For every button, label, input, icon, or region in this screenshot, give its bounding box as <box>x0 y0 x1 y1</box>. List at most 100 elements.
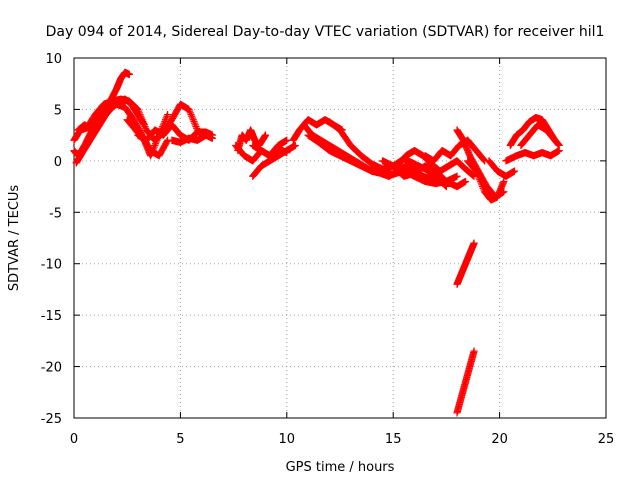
x-tick-label: 25 <box>598 432 615 447</box>
data-point <box>152 138 160 146</box>
data-point <box>188 112 196 120</box>
series-arc-g <box>168 131 216 146</box>
data-point <box>160 119 168 127</box>
series-arc-v <box>502 146 563 165</box>
x-tick-label: 0 <box>70 432 78 447</box>
data-point <box>261 131 270 139</box>
data-point <box>208 134 216 142</box>
series-arc-x <box>517 121 559 150</box>
x-tick-label: 20 <box>491 432 508 447</box>
series-arc-z <box>453 347 478 417</box>
data-point <box>153 136 161 144</box>
data-point <box>291 141 299 150</box>
data-point <box>159 122 167 131</box>
data-point <box>549 134 558 143</box>
data-point <box>125 70 133 79</box>
data-point <box>186 107 194 115</box>
axis-ticks: 0 5 10 15 20 25 -25 -20 -15 -10 -5 0 5 10 <box>41 52 615 447</box>
data-point <box>149 146 157 155</box>
y-axis-label: SDTVAR / TECUs <box>7 185 22 292</box>
data-point <box>141 122 149 131</box>
data-point <box>461 177 470 186</box>
data-point <box>136 110 144 119</box>
data-point <box>190 119 199 127</box>
y-tick-label: -10 <box>41 258 62 273</box>
y-tick-label: 5 <box>54 103 62 118</box>
data-point <box>185 105 193 114</box>
data-point <box>135 109 143 117</box>
data-point <box>474 170 482 179</box>
data-point <box>161 117 169 126</box>
data-point <box>151 140 160 148</box>
x-tick-label: 15 <box>385 432 402 447</box>
data-point <box>154 134 162 143</box>
grid <box>74 58 606 418</box>
data-point <box>162 114 170 122</box>
data-point <box>475 174 483 182</box>
data-point <box>139 117 147 126</box>
series-arc-u <box>485 157 519 180</box>
data-point <box>453 172 461 180</box>
data-point <box>555 141 563 150</box>
x-tick-label: 10 <box>279 432 296 447</box>
data-point <box>470 347 478 355</box>
data-point <box>151 141 159 150</box>
data-point <box>163 112 171 120</box>
series-arc-q <box>393 146 478 180</box>
data-point <box>134 105 142 114</box>
data-point <box>551 136 559 144</box>
data-point <box>476 176 484 184</box>
data-point <box>479 184 487 192</box>
data-point <box>164 110 172 119</box>
data-point <box>148 148 156 156</box>
data-point <box>550 135 558 144</box>
data-point <box>134 107 143 115</box>
data-point <box>150 143 158 151</box>
data-point <box>477 179 485 187</box>
series-arc-k <box>249 136 291 160</box>
data-point <box>137 112 145 120</box>
x-tick-label: 5 <box>176 432 184 447</box>
data-point <box>500 177 508 186</box>
data-point <box>476 177 485 186</box>
data-point <box>470 239 478 247</box>
data-point <box>163 137 171 146</box>
data-point <box>479 155 487 163</box>
y-tick-label: 0 <box>54 155 62 170</box>
data-point <box>188 114 197 122</box>
data-point <box>140 121 148 129</box>
data-points <box>70 68 563 417</box>
data-point <box>190 117 198 126</box>
data-point <box>187 110 195 119</box>
data-point <box>138 116 146 124</box>
data-point <box>137 114 145 122</box>
data-point <box>474 172 482 180</box>
data-point <box>159 121 167 129</box>
chart-title: Day 094 of 2014, Sidereal Day-to-day VTE… <box>46 24 605 40</box>
series-arc-t <box>464 157 508 204</box>
y-tick-label: -15 <box>41 309 62 324</box>
data-point <box>472 167 480 175</box>
data-point <box>147 152 155 160</box>
series-arc-j <box>249 141 299 180</box>
data-point <box>186 109 194 117</box>
data-point <box>473 169 481 177</box>
data-point <box>147 150 155 158</box>
data-point <box>478 181 486 189</box>
plot-frame <box>73 57 607 419</box>
data-point <box>161 116 170 124</box>
data-point <box>478 182 487 191</box>
data-point <box>189 116 197 124</box>
data-point <box>510 167 519 175</box>
y-tick-label: -25 <box>41 412 62 427</box>
data-point <box>480 156 488 164</box>
data-point <box>192 122 200 131</box>
data-point <box>191 121 199 129</box>
data-point <box>139 119 148 127</box>
y-tick-label: 10 <box>45 52 62 67</box>
series-arc-y <box>453 239 478 288</box>
data-point <box>149 145 158 153</box>
x-axis-label: GPS time / hours <box>286 460 395 475</box>
y-tick-label: -5 <box>49 206 62 221</box>
